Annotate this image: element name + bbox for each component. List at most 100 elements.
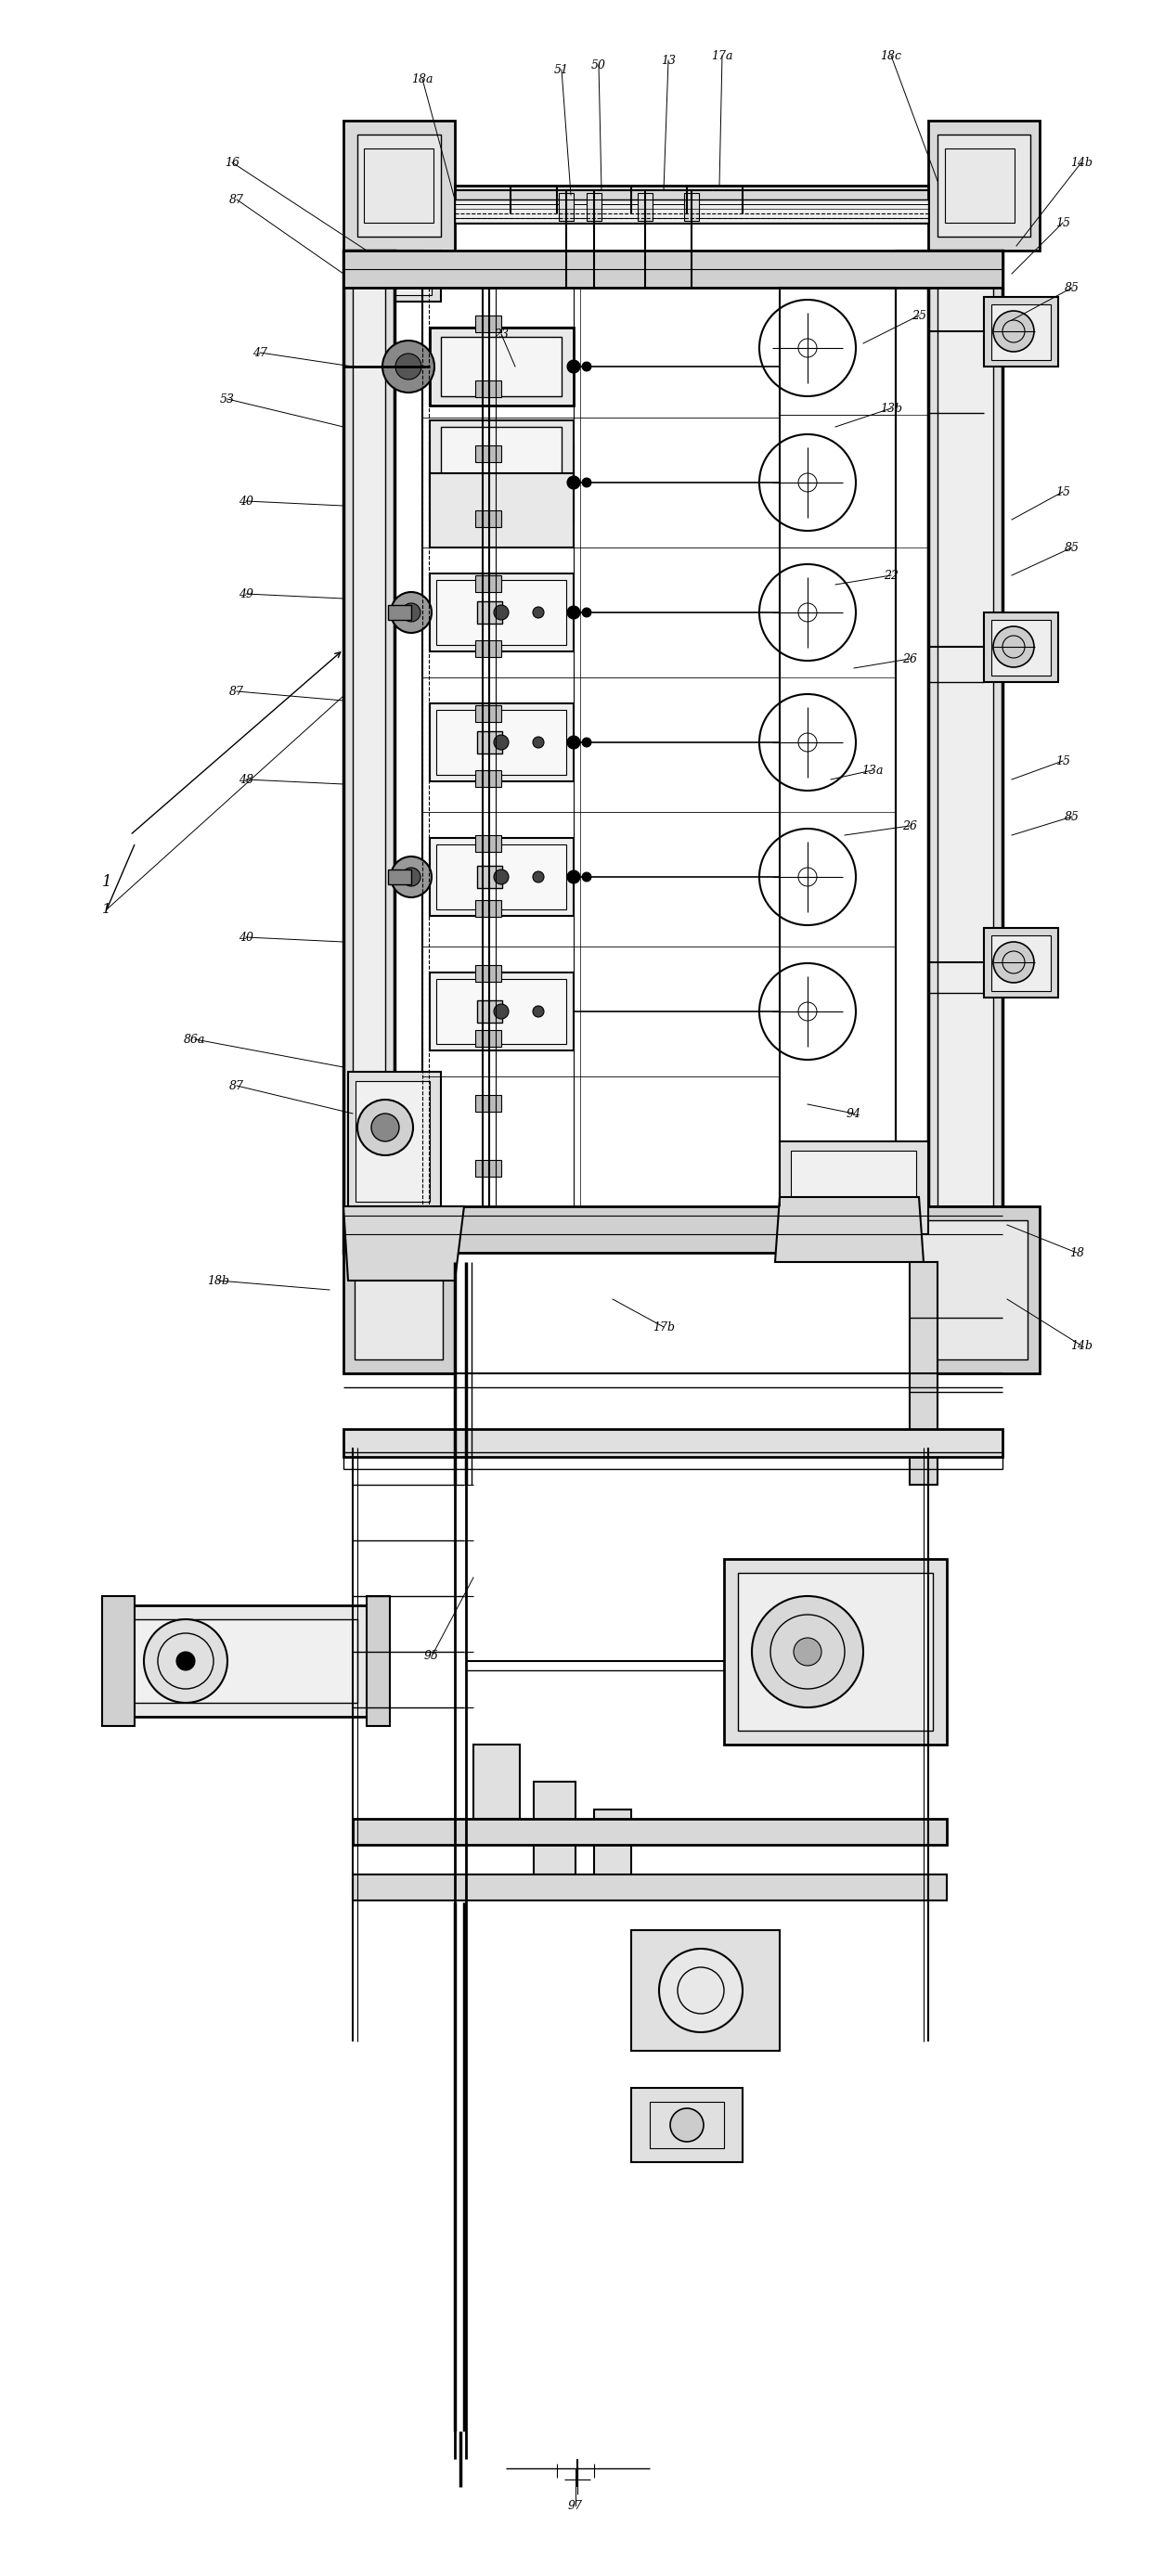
Bar [478,471,502,495]
Bar [631,1929,779,2050]
Bar [429,474,573,549]
Circle shape [494,1005,509,1020]
Circle shape [176,1651,195,1669]
Bar [352,1819,947,1844]
Bar [938,263,993,1244]
Text: 87: 87 [229,193,244,206]
Text: 48: 48 [238,773,253,786]
Bar [475,966,501,981]
Bar [909,1206,1039,1373]
Bar [587,193,602,222]
Circle shape [794,1638,822,1667]
Bar [631,2089,742,2161]
Bar [343,1206,1003,1252]
Bar [475,770,501,786]
Text: 25: 25 [912,309,927,322]
Circle shape [567,361,580,374]
Circle shape [391,592,432,634]
Circle shape [396,353,421,379]
Bar [429,443,573,520]
Bar [429,974,573,1051]
Bar [475,1030,501,1046]
Text: 26: 26 [902,652,917,665]
Bar [436,845,566,909]
Bar [475,899,501,917]
Text: 16: 16 [224,157,239,167]
Bar [388,605,411,621]
Bar [388,358,411,374]
Bar [650,2102,724,2148]
Bar [357,134,441,237]
Bar [984,613,1058,683]
Polygon shape [348,1105,436,1188]
Text: 86a: 86a [184,1033,206,1046]
Circle shape [368,260,402,294]
Circle shape [378,268,392,283]
Circle shape [567,477,580,489]
Bar [436,979,566,1043]
Bar [475,510,501,528]
Bar [594,1808,631,1883]
Circle shape [582,608,592,618]
Text: 18c: 18c [881,49,901,62]
Bar [352,1875,947,1901]
Polygon shape [343,1206,464,1280]
Bar [475,641,501,657]
Bar [475,1159,501,1177]
Text: 18a: 18a [411,72,433,85]
Text: 47: 47 [252,348,267,358]
Text: 15: 15 [1055,755,1070,768]
Circle shape [494,358,509,374]
Bar [473,1744,520,1819]
Bar [395,250,422,1252]
Circle shape [402,358,420,376]
Bar [455,198,928,222]
Text: 1: 1 [102,904,112,917]
Circle shape [382,340,434,392]
Bar [928,121,1039,250]
Circle shape [993,312,1034,353]
Text: 23: 23 [494,327,509,340]
Circle shape [567,871,580,884]
Bar [684,193,699,222]
Bar [478,732,502,755]
Bar [343,250,1003,289]
Circle shape [533,1005,544,1018]
Text: 85: 85 [1065,811,1080,822]
Text: 94: 94 [846,1108,861,1121]
Bar [348,1072,441,1211]
Bar [475,574,501,592]
Text: 22: 22 [884,569,899,582]
Circle shape [533,477,544,487]
Bar [984,927,1058,997]
Circle shape [533,871,544,884]
Bar [478,355,502,379]
Bar [534,1783,576,1875]
Bar [343,250,395,1252]
Bar [791,1151,916,1226]
Bar [429,837,573,917]
Circle shape [533,737,544,747]
Bar [909,1262,938,1484]
Bar [441,428,562,479]
Bar [475,446,501,461]
Circle shape [494,474,509,489]
Text: 14b: 14b [1070,157,1092,167]
Bar [436,335,566,399]
Bar [991,935,1051,992]
Bar [478,600,502,623]
Circle shape [402,603,420,621]
Bar [429,420,573,484]
Bar [343,1206,455,1373]
Polygon shape [343,121,455,250]
Text: 97: 97 [569,2499,582,2512]
Text: 40: 40 [238,495,253,507]
Circle shape [494,605,509,621]
Bar [441,337,562,397]
Bar [102,1597,135,1726]
Bar [429,327,573,404]
Bar [475,706,501,721]
Bar [475,381,501,397]
Bar [388,871,411,884]
Circle shape [752,1597,863,1708]
